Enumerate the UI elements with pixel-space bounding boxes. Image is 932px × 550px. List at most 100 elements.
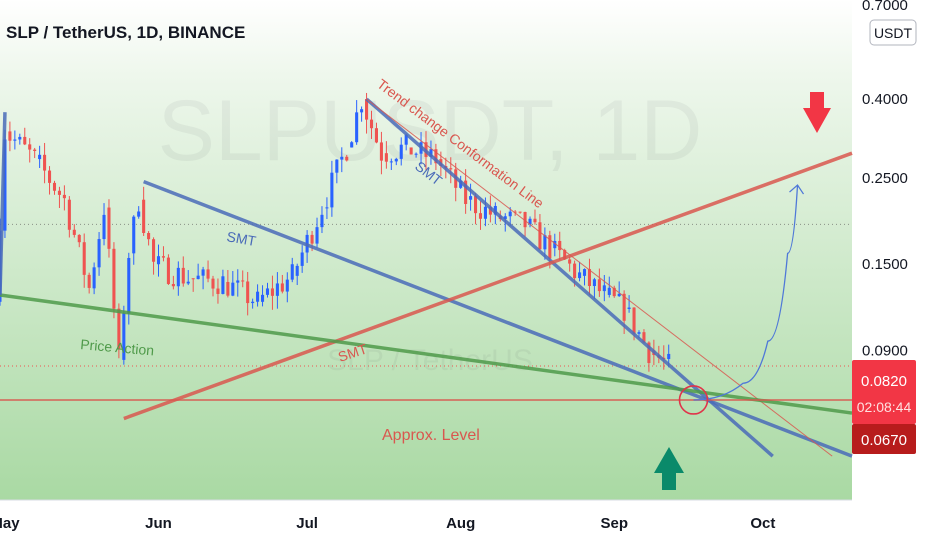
candle-body [573,263,577,279]
candle-body [355,112,359,143]
time-tick-label: Jun [145,515,172,532]
target-circle [678,385,709,415]
candle-body [488,206,492,215]
candle-body [429,149,433,157]
candle-body [637,332,641,334]
price-tick-label: 0.4000 [862,91,908,108]
candle-body [142,199,146,233]
candle-body [345,156,349,161]
price-tick-label: 0.7000 [862,0,908,14]
candle-body [147,232,151,240]
price-axis[interactable] [852,0,932,550]
candle-body [216,288,220,294]
candle-body [587,269,592,287]
candle-body [82,242,86,275]
candle-body [523,211,527,228]
candle-body [176,267,180,287]
candle-body [513,211,517,213]
plot-area [0,0,852,500]
candle-body [181,267,185,284]
candle-body [221,276,225,294]
candle-body [236,280,240,283]
candle-body [127,257,131,314]
candle-body [171,283,175,287]
last-price-badge: 0.0820 02:08:44 [852,360,916,424]
candle-body [241,280,245,282]
candle-body [434,149,438,164]
candle-body [33,149,37,152]
annotation-price-action: Price Action [80,336,155,358]
trendline-smt [365,97,774,458]
annotation-smt-upper: SMT [225,228,257,249]
candle-body [13,139,17,141]
watermark: SLPUSDT, 1D [158,83,703,179]
currency-button[interactable]: USDT [869,19,917,46]
price-tick-label: 0.1500 [862,256,908,273]
candle-body [191,278,195,280]
candle-body [186,281,190,284]
candle-body [449,168,453,170]
candle-body [67,199,71,230]
candle-body [597,279,601,292]
candle-body [404,134,408,145]
candle-body [394,158,398,162]
watermark-subtitle: SLP / TetherUS [327,344,533,377]
candle-body [18,136,22,140]
time-axis[interactable] [0,500,852,550]
candle-body [3,139,7,231]
candle-body [47,170,52,183]
level-price-value: 0.0670 [861,432,907,449]
candle-body [97,239,101,268]
candle-body [384,153,388,162]
down-arrow-icon [803,92,831,133]
candle-body [77,234,81,243]
candle-body [152,239,156,262]
countdown-value: 02:08:44 [857,399,912,415]
candle-body [122,313,126,360]
candle-body [399,144,403,159]
candle-body [117,308,121,349]
candle-body [102,214,106,240]
price-tick-label: 0.2500 [862,170,908,187]
candle-body [310,234,314,244]
candle-body [43,154,47,171]
candle-body [533,218,537,223]
time-tick-label: May [0,515,20,532]
candle-body [469,196,473,200]
candle-body [38,154,42,160]
candle-body [350,142,354,148]
candle-body [137,211,141,217]
last-price-value: 0.0820 [861,373,907,390]
candle-body [607,287,611,295]
candle-body [112,248,116,309]
candle-body [612,287,616,297]
candle-body [459,180,463,188]
up-arrow-icon [654,447,684,490]
candle-body [246,281,250,304]
time-tick-label: Aug [446,515,475,532]
candle-body [627,307,631,309]
price-tick-label: 0.0900 [862,342,908,359]
price-scale: 0.7000 0.4000 0.2500 0.1500 0.0900 [862,0,908,359]
candle-body [622,293,626,321]
candle-body [231,282,235,296]
trendline-price-action [0,293,853,415]
candle-body [369,119,374,129]
candle-body [374,128,379,143]
candle-body [642,332,646,343]
candle-body [508,211,512,217]
time-scale: May Jun Jul Aug Sep Oct [0,515,775,532]
candle-body [201,269,205,276]
candle-body [563,250,567,260]
candle-body [320,214,324,228]
candle-body [87,274,91,288]
candle-body [166,257,170,284]
currency-label: USDT [874,25,913,41]
candle-body [548,235,552,259]
annotation-approx-level: Approx. Level [382,427,480,444]
candle-body [8,131,12,141]
candle-body [23,136,27,145]
candle-body [473,196,478,214]
candle-body [379,142,383,161]
